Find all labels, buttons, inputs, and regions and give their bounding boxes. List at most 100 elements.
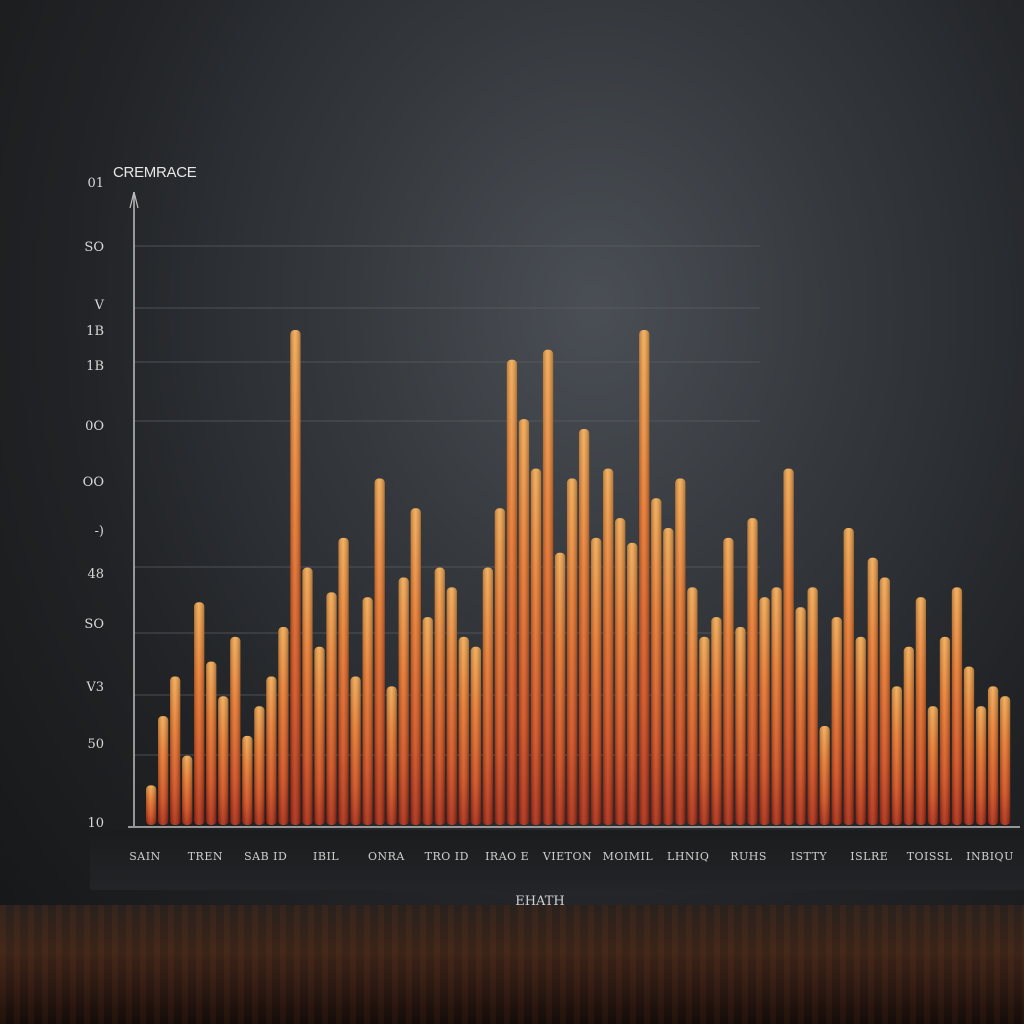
bar-shading	[422, 617, 433, 825]
bar-shading	[831, 617, 842, 825]
y-tick-label: 50	[87, 737, 104, 752]
x-tick-label: IRAO E	[485, 850, 529, 863]
bar-shading	[915, 597, 927, 825]
bars-group	[146, 330, 1011, 825]
bar-shading	[398, 577, 409, 825]
y-tick-label: 1B	[86, 324, 104, 339]
bar-shading	[206, 661, 217, 825]
bar-shading	[879, 577, 890, 825]
x-tick-label: IBIL	[313, 850, 339, 863]
bar-shading	[843, 528, 854, 825]
bar-shading	[146, 785, 157, 825]
bar-shading	[542, 349, 554, 825]
bar-shading	[482, 567, 494, 825]
y-tick-label: 0O	[85, 419, 104, 434]
bar-shading	[554, 552, 566, 825]
floor-glow	[0, 905, 1024, 1024]
bar-shading	[795, 607, 806, 825]
bar-shading	[266, 676, 277, 825]
bar-shading	[939, 636, 951, 825]
bar-shading	[254, 706, 265, 825]
bar-shading	[867, 557, 878, 825]
x-tick-label: ONRA	[368, 850, 405, 863]
bar-shading	[651, 498, 662, 825]
bar-shading	[170, 676, 181, 825]
bar-shading	[903, 646, 914, 825]
y-tick-label: V	[94, 298, 105, 313]
bar-shading	[470, 646, 481, 825]
x-tick-label: ISLRE	[850, 850, 888, 863]
bar-shading	[639, 330, 650, 825]
x-tick-label: VIETON	[542, 850, 592, 863]
bar-shading	[314, 646, 325, 825]
bar-shading	[963, 666, 975, 825]
bar-shading	[362, 597, 373, 825]
bar-shading	[819, 726, 830, 825]
bar-shading	[230, 636, 241, 825]
y-tick-label: 1B	[86, 359, 104, 374]
bar-shading	[434, 567, 445, 825]
y-tick-label: 10	[87, 816, 104, 831]
x-tick-label: SAB ID	[244, 850, 287, 863]
x-tick-label: ISTTY	[791, 850, 828, 863]
bar-shading	[386, 686, 397, 825]
x-tick-label: SAIN	[129, 850, 160, 863]
bar-shading	[518, 419, 530, 825]
bar-shading	[458, 636, 469, 825]
bar-shading	[446, 587, 457, 825]
bar-shading	[987, 686, 999, 825]
bar-shading	[579, 429, 590, 825]
bar-shading	[783, 468, 794, 825]
y-tick-label: -)	[95, 524, 104, 539]
x-tick-label: MOIMIL	[603, 850, 654, 863]
bar-shading	[566, 478, 578, 825]
bar-shading	[759, 597, 770, 825]
y-tick-label: SO	[84, 617, 104, 632]
bar-shading	[855, 636, 866, 825]
y-tick-label: V3	[85, 680, 104, 695]
bar-shading	[194, 602, 205, 825]
chart-base-strip	[90, 830, 1024, 890]
bar-shading	[699, 636, 710, 825]
x-tick-label: TOISSL	[907, 850, 953, 863]
bar-shading	[891, 686, 902, 825]
bar-shading	[999, 696, 1011, 825]
y-tick-label: 48	[87, 567, 104, 582]
bar-shading	[290, 330, 301, 825]
bar-shading	[927, 706, 939, 825]
bar-shading	[338, 537, 349, 825]
x-tick-label: TREN	[188, 850, 223, 863]
axes	[128, 191, 1020, 828]
bar-shading	[591, 537, 602, 825]
bar-shading	[410, 508, 421, 825]
bar-shading	[302, 567, 313, 825]
bar-shading	[627, 542, 638, 825]
bar-shading	[675, 478, 686, 825]
bar-shading	[663, 528, 674, 825]
x-tick-label: RUHS	[730, 850, 767, 863]
y-axis-arrow-right	[133, 191, 139, 209]
y-tick-label: 01	[87, 176, 104, 191]
bar-shading	[723, 537, 734, 825]
x-tick-label: INBIQU	[966, 850, 1014, 863]
bar-shading	[506, 359, 518, 825]
bar-shading	[807, 587, 818, 825]
bar-shading	[687, 587, 698, 825]
bar-shading	[182, 755, 193, 825]
bar-shading	[711, 617, 722, 825]
bar-shading	[735, 627, 746, 825]
x-tick-label: TRO ID	[425, 850, 469, 863]
y-axis-arrow-left	[129, 191, 135, 209]
bar-shading	[242, 735, 253, 825]
bar-shading	[747, 518, 758, 825]
bar-shading	[158, 716, 169, 825]
bar-shading	[530, 468, 542, 825]
bar-shading	[278, 627, 289, 825]
bar-shading	[951, 587, 963, 825]
bar-shading	[771, 587, 782, 825]
bar-shading	[975, 706, 987, 825]
x-tick-label: LHNIQ	[667, 850, 709, 863]
y-tick-label: OO	[83, 475, 104, 490]
bar-shading	[326, 592, 337, 825]
